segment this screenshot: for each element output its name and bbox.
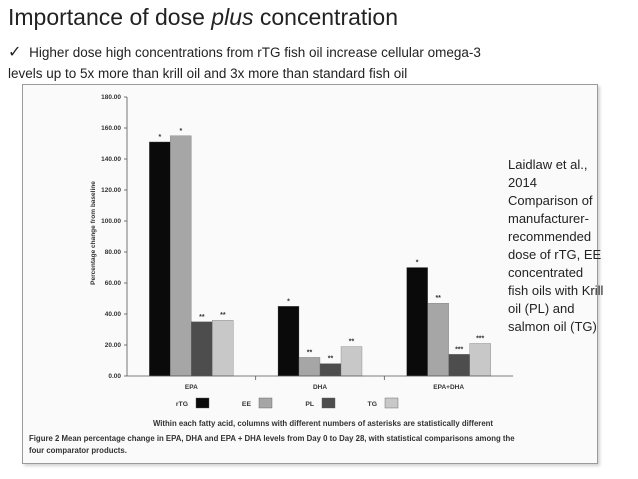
legend-label: TG xyxy=(368,401,377,408)
significance-stars: * xyxy=(287,298,290,305)
reference-note-line: salmon oil (TG) xyxy=(508,319,597,334)
significance-stars: * xyxy=(416,260,419,267)
bar-rtg-epa xyxy=(149,141,171,377)
significance-stars: * xyxy=(158,134,161,141)
significance-stars: *** xyxy=(476,335,484,342)
bar-tg-epa xyxy=(212,320,234,377)
legend-label: EE xyxy=(242,401,252,408)
slide-title: Importance of dose plus concentration xyxy=(8,4,398,31)
x-tick-label: DHA xyxy=(313,384,327,391)
y-tick-label: 80.00 xyxy=(105,249,122,256)
y-tick-label: 160.00 xyxy=(101,125,121,132)
title-emphasis: plus xyxy=(211,4,254,30)
reference-note-line: concentrated xyxy=(508,265,584,280)
y-tick-label: 40.00 xyxy=(105,311,122,318)
reference-note-line: fish oils with Krill xyxy=(508,283,604,298)
bar-pl-epadha xyxy=(448,354,470,377)
reference-note-line: manufacturer- xyxy=(508,211,589,226)
y-axis-label: Percentage change from baseline xyxy=(90,181,97,285)
bar-pl-dha xyxy=(319,363,342,377)
checkmark-icon: ✓ xyxy=(8,44,22,61)
legend-swatch xyxy=(258,397,273,409)
significance-stars: ** xyxy=(349,339,355,346)
bar-ee-epa xyxy=(170,135,192,377)
bar-rtg-dha xyxy=(277,306,300,377)
reference-note-line: 2014 xyxy=(508,175,537,190)
bullet-text: ✓ Higher dose high concentrations from r… xyxy=(8,42,628,84)
bar-pl-epa xyxy=(191,321,213,377)
significance-stars: ** xyxy=(220,312,226,319)
significance-stars: ** xyxy=(199,314,205,321)
reference-note-line: oil (PL) and xyxy=(508,301,575,316)
title-main: Importance of dose xyxy=(8,4,212,30)
y-tick-label: 180.00 xyxy=(101,94,121,101)
y-tick-label: 140.00 xyxy=(101,156,121,163)
reference-note-line: dose of rTG, EE xyxy=(508,247,602,262)
bullet-line-1: Higher dose high concentrations from rTG… xyxy=(29,45,481,60)
y-tick-label: 60.00 xyxy=(105,280,122,287)
y-tick-label: 120.00 xyxy=(101,187,121,194)
significance-stars: *** xyxy=(455,346,463,353)
legend-swatch xyxy=(384,397,399,409)
legend-swatch xyxy=(195,397,210,409)
bar-chart: **** ****************** 0.0020.0040.0060.… xyxy=(29,94,515,455)
figure-caption-line-1: Figure 2 Mean percentage change in EPA, … xyxy=(29,434,515,443)
title-end: concentration xyxy=(253,4,398,30)
figure-panel: * * ** ** * ** ** ** * ** *** *** 0.00 20.00 40.00 60.… xyxy=(22,84,598,464)
bullet-line-2: levels up to 5x more than krill oil and … xyxy=(8,66,408,81)
reference-note: Laidlaw et al., 2014 Comparison of manufact… xyxy=(508,156,630,336)
x-tick-label: EPA xyxy=(185,384,198,391)
legend-swatch xyxy=(321,397,336,409)
significance-stars: ** xyxy=(435,295,441,302)
significance-stars: ** xyxy=(307,349,313,356)
bar-rtg-epadha xyxy=(406,267,428,377)
y-tick-label: 100.00 xyxy=(101,218,121,225)
reference-note-line: Comparison of xyxy=(508,193,593,208)
legend-label: PL xyxy=(305,401,314,408)
significance-stars: ** xyxy=(328,356,334,363)
bar-ee-epadha xyxy=(427,302,449,377)
figure-caption-line-2: four comparator products. xyxy=(29,446,127,455)
y-tick-label: 20.00 xyxy=(105,342,122,349)
y-tick-label: 0.00 xyxy=(108,373,121,380)
reference-note-line: recommended xyxy=(508,229,592,244)
reference-note-line: Laidlaw et al., xyxy=(508,157,588,172)
x-tick-label: EPA+DHA xyxy=(433,384,464,391)
bar-ee-dha xyxy=(298,357,321,377)
legend-label: rTG xyxy=(176,401,188,408)
bar-tg-epadha xyxy=(469,343,491,377)
figure-note: Within each fatty acid, columns with dif… xyxy=(153,419,493,428)
significance-stars: * xyxy=(179,128,182,135)
bar-tg-dha xyxy=(340,346,363,377)
